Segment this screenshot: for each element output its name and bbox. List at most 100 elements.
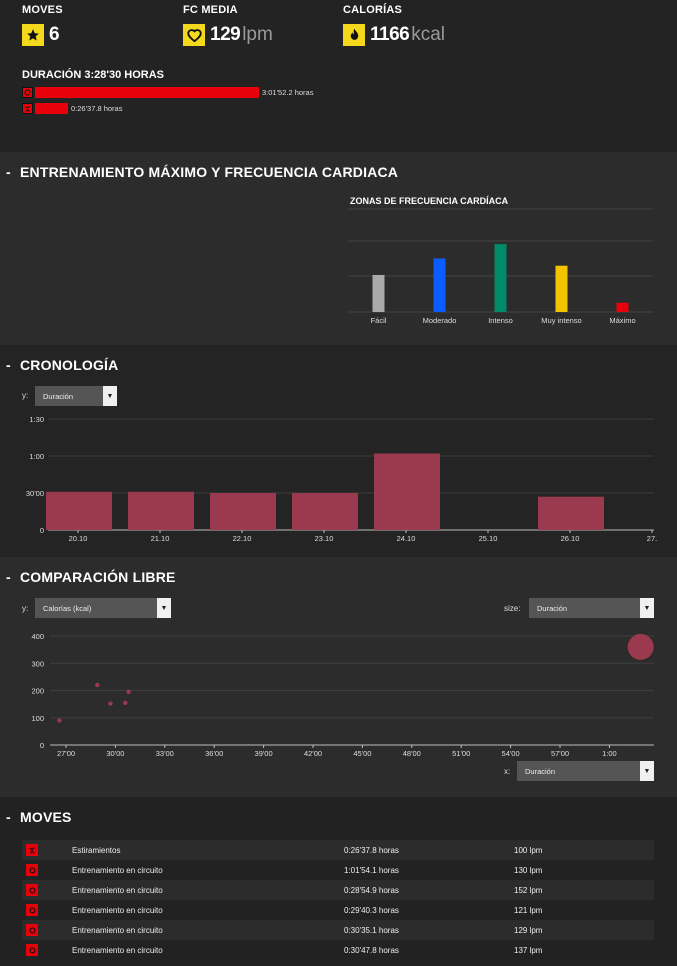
comparison-point-2: [108, 701, 113, 706]
comparison-section: - COMPARACIÓN LIBRE y: Calorías (kcal) ▼ …: [0, 557, 677, 797]
zones-chart: Fácil Moderado Intenso Muy intenso Máximo: [348, 208, 653, 325]
move-duration: 0:30'35.1 horas: [344, 920, 514, 940]
move-name: Estiramientos: [72, 840, 344, 860]
moves-stat: MOVES 6: [22, 4, 63, 46]
moves-row[interactable]: Entrenamiento en circuito 0:30'35.1 horas…: [22, 920, 654, 940]
chronology-ytick-1: 30'00: [26, 489, 44, 498]
comparison-point-0: [57, 718, 62, 723]
moves-label: MOVES: [22, 4, 63, 16]
chronology-ytick-3: 1:30: [29, 415, 44, 424]
hr-value: 129: [210, 24, 241, 45]
comparison-ytick-3: 300: [31, 659, 44, 668]
zones-chart-title: ZONAS DE FRECUENCIA CARDÍACA: [350, 196, 509, 206]
chronology-y-label: y:: [22, 391, 29, 400]
move-hr: 137 lpm: [514, 940, 654, 960]
moves-row[interactable]: Entrenamiento en circuito 0:29'40.3 horas…: [22, 900, 654, 920]
chronology-section: - CRONOLOGÍA y: Duración ▼ 0 30'00 1:00 1:30…: [0, 345, 677, 557]
flame-icon: [343, 24, 365, 46]
comparison-section-title[interactable]: - COMPARACIÓN LIBRE: [6, 569, 176, 585]
chronology-y-select-value: Duración: [43, 391, 74, 401]
hr-stat: FC MEDIA 129 lpm: [183, 4, 273, 46]
comparison-ytick-4: 400: [31, 632, 44, 641]
comparison-point-1: [95, 682, 100, 688]
comparison-point-4: [126, 689, 131, 695]
zones-bar-3: [555, 265, 568, 312]
chronology-xtick-6: 26.10: [561, 534, 580, 543]
comparison-xtick-10: 57'00: [551, 749, 569, 758]
chronology-xtick-5: 25.10: [479, 534, 498, 543]
comparison-xtick-3: 36'00: [205, 749, 223, 758]
zones-label-4: Máximo: [609, 316, 635, 325]
chronology-bar-6: [538, 496, 604, 530]
stretch-icon: [26, 844, 38, 856]
duration-bar-circuit: [35, 86, 259, 98]
chronology-xtick-0: 20.10: [69, 534, 88, 543]
calories-label: CALORÍAS: [343, 4, 403, 16]
zones-label-1: Moderado: [423, 316, 457, 325]
comparison-ytick-1: 100: [31, 714, 44, 723]
chronology-ytick-2: 1:00: [29, 452, 44, 461]
chronology-section-title[interactable]: - CRONOLOGÍA: [6, 357, 119, 373]
comparison-chart: 0 100 200 300 400 27'00 30'00 33'00 36'00 39'00 42…: [31, 632, 654, 758]
circuit-icon: [22, 86, 33, 98]
moves-row[interactable]: Estiramientos 0:26'37.8 horas 100 lpm: [22, 840, 654, 860]
duration-text-circuit: 3:01'52.2 horas: [262, 87, 314, 97]
move-hr: 152 lpm: [514, 880, 654, 900]
stretch-icon: [22, 102, 33, 114]
comparison-x-label: x:: [504, 767, 511, 776]
comparison-y-select-value: Calorías (kcal): [43, 603, 92, 613]
chronology-xtick-1: 21.10: [151, 534, 170, 543]
chronology-bar-0: [46, 491, 112, 530]
circuit-icon: [26, 864, 38, 876]
comparison-xtick-11: 1:00: [602, 749, 617, 758]
comparison-point-3: [123, 700, 128, 705]
summary-panel: MOVES 6 FC MEDIA 129 lpm CALORÍAS 1166 k…: [0, 0, 677, 152]
move-name: Entrenamiento en circuito: [72, 940, 344, 960]
comparison-y-select[interactable]: Calorías (kcal) ▼: [35, 598, 171, 618]
chevron-down-icon: ▼: [157, 598, 171, 618]
comparison-y-label: y:: [22, 604, 29, 613]
comparison-x-select-value: Duración: [525, 766, 556, 776]
move-duration: 0:30'47.8 horas: [344, 940, 514, 960]
comparison-xtick-7: 48'00: [403, 749, 421, 758]
comparison-xtick-5: 42'00: [304, 749, 322, 758]
move-hr: 129 lpm: [514, 920, 654, 940]
chronology-ytick-0: 0: [40, 526, 44, 535]
move-duration: 0:29'40.3 horas: [344, 900, 514, 920]
star-icon: [22, 24, 44, 46]
moves-table: Estiramientos 0:26'37.8 horas 100 lpm Entre…: [22, 840, 654, 960]
moves-row[interactable]: Entrenamiento en circuito 0:30'47.8 horas…: [22, 940, 654, 960]
chronology-xtick-4: 24.10: [397, 534, 416, 543]
zones-section-title[interactable]: - ENTRENAMIENTO MÁXIMO Y FRECUENCIA CARDI…: [6, 164, 399, 180]
moves-section-title[interactable]: - MOVES: [6, 809, 72, 825]
circuit-icon: [26, 904, 38, 916]
moves-row[interactable]: Entrenamiento en circuito 0:28'54.9 horas…: [22, 880, 654, 900]
zones-label-0: Fácil: [371, 316, 387, 325]
zones-bar-1: [433, 258, 446, 312]
comparison-x-select[interactable]: Duración ▼: [517, 761, 654, 781]
zones-bar-2: [494, 244, 507, 312]
zones-bar-0: [372, 274, 385, 312]
move-duration: 0:28'54.9 horas: [344, 880, 514, 900]
comparison-xtick-2: 33'00: [156, 749, 174, 758]
comparison-size-select[interactable]: Duración ▼: [529, 598, 654, 618]
chronology-bar-2: [210, 493, 276, 530]
circuit-icon: [26, 944, 38, 956]
comparison-size-select-value: Duración: [537, 603, 568, 613]
duration-row-stretch: 0:26'37.8 horas: [22, 102, 122, 114]
zones-label-2: Intenso: [488, 316, 513, 325]
chronology-y-select[interactable]: Duración ▼: [35, 386, 117, 406]
move-hr: 100 lpm: [514, 840, 654, 860]
move-name: Entrenamiento en circuito: [72, 860, 344, 880]
moves-row[interactable]: Entrenamiento en circuito 1:01'54.1 horas…: [22, 860, 654, 880]
hr-unit: lpm: [242, 24, 273, 45]
comparison-xtick-6: 45'00: [353, 749, 371, 758]
chronology-xtick-7: 27.: [647, 534, 657, 543]
chronology-bar-4: [374, 453, 440, 530]
zones-bar-4: [616, 302, 629, 312]
move-hr: 121 lpm: [514, 900, 654, 920]
chevron-down-icon: ▼: [640, 598, 654, 618]
zones-section: - ENTRENAMIENTO MÁXIMO Y FRECUENCIA CARDI…: [0, 152, 677, 345]
calories-value: 1166: [370, 24, 410, 45]
chronology-bar-3: [292, 493, 358, 530]
